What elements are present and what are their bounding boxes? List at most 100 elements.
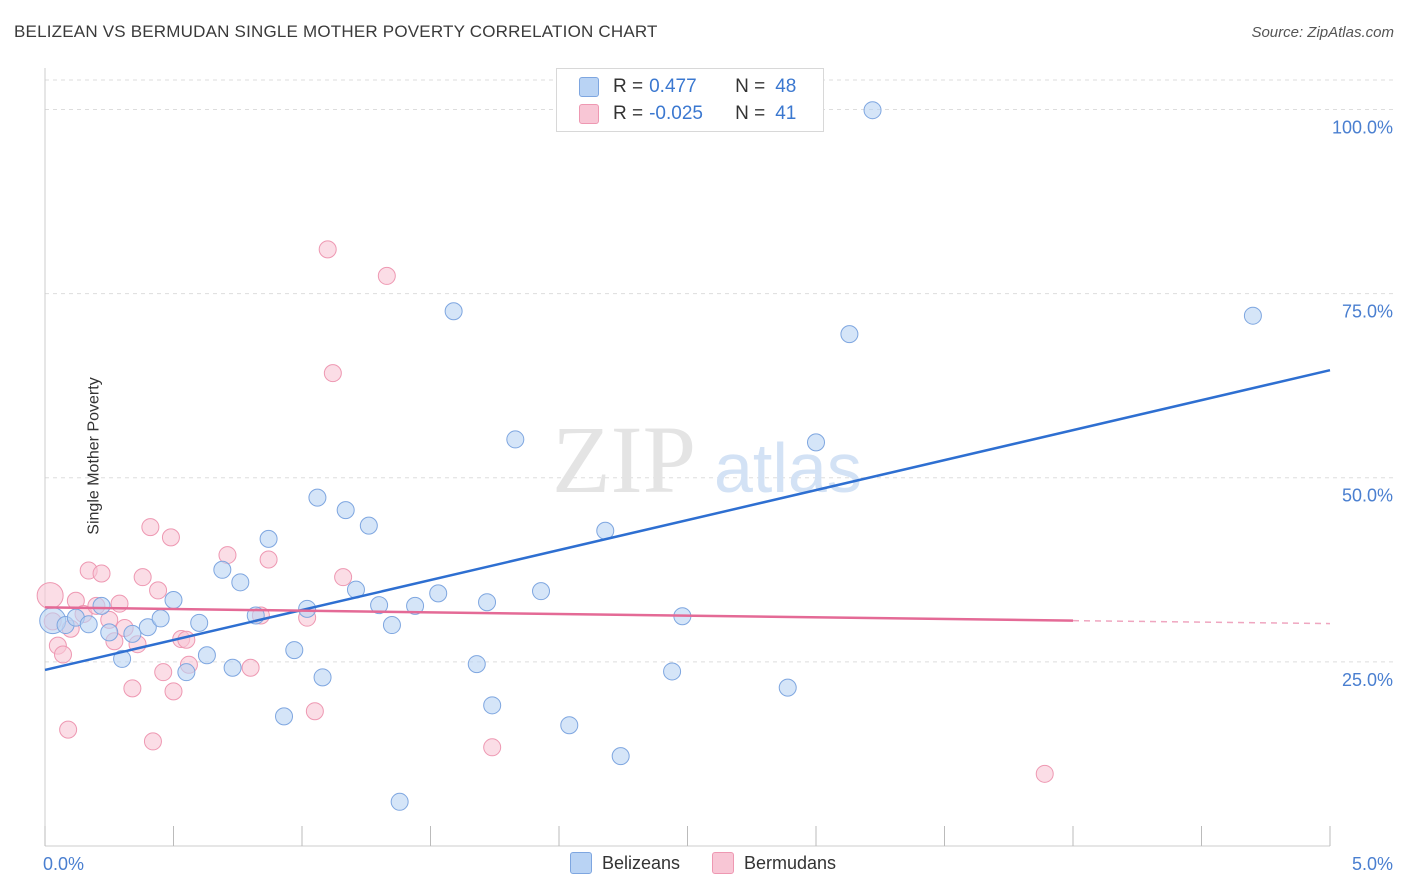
legend-item-belizeans: Belizeans — [569, 852, 680, 874]
belizean-point — [483, 696, 502, 715]
source-label: Source: ZipAtlas.com — [1251, 24, 1394, 41]
x-tick-label: 0.0% — [43, 854, 84, 874]
x-tick-label: 5.0% — [1352, 854, 1393, 874]
legend-row-bermudans: R = -0.025 N = 41 — [579, 101, 796, 127]
bermudan-point — [323, 364, 342, 383]
series-bermudans-points — [36, 240, 1054, 783]
bermudan-point — [259, 550, 278, 569]
correlation-legend: R = 0.477 N = 48 R = -0.025 N = 41 — [556, 68, 824, 132]
belizean-point — [100, 623, 119, 642]
grid-lines — [45, 79, 1393, 663]
legend-r-value: -0.025 — [649, 103, 703, 124]
bermudan-point — [161, 528, 180, 547]
bermudan-point — [92, 564, 111, 583]
belizean-point — [223, 658, 242, 677]
belizean-point — [611, 747, 630, 766]
belizean-point — [444, 302, 463, 321]
bermudan-point — [143, 732, 162, 751]
belizean-point — [164, 590, 183, 609]
belizean-point — [285, 641, 304, 660]
belizean-point — [478, 593, 497, 612]
belizean-point — [313, 668, 332, 687]
belizean-point — [778, 678, 797, 697]
belizean-point — [336, 501, 355, 520]
belizean-point — [506, 430, 525, 449]
bermudan-point — [318, 240, 337, 259]
legend-label-bermudans: Bermudans — [743, 852, 837, 873]
axes — [44, 68, 1331, 847]
bermudan-point — [177, 630, 196, 649]
belizean-point — [190, 613, 209, 632]
bermudan-point — [59, 720, 78, 739]
legend-swatch-belizeans — [569, 852, 592, 874]
chart-title: BELIZEAN VS BERMUDAN SINGLE MOTHER POVER… — [14, 22, 658, 41]
legend-swatch-bermudans — [579, 104, 599, 124]
bermudan-point — [1035, 764, 1054, 783]
y-axis-label: Single Mother Poverty — [85, 377, 103, 535]
belizean-point — [560, 716, 579, 735]
belizean-point — [113, 649, 132, 668]
belizean-point — [1243, 306, 1262, 325]
belizean-point — [863, 101, 882, 120]
legend-n-label: N = — [735, 103, 766, 124]
belizean-point — [213, 560, 232, 579]
watermark-zip: ZIP — [552, 406, 696, 513]
legend-n-value: 48 — [775, 76, 797, 97]
legend-row-belizeans: R = 0.477 N = 48 — [579, 74, 796, 100]
bermudan-point — [305, 702, 324, 721]
bermudan-point — [53, 645, 72, 664]
belizean-point — [382, 616, 401, 635]
belizean-point — [663, 662, 682, 681]
belizean-point — [92, 596, 111, 615]
y-tick-label: 75.0% — [1342, 302, 1393, 322]
bermudan-point — [377, 266, 396, 285]
bermudan-point — [133, 568, 152, 587]
bermudan-point — [483, 738, 502, 757]
legend-item-bermudans: Bermudans — [711, 852, 837, 874]
y-tick-label: 100.0% — [1332, 117, 1393, 137]
belizean-point — [840, 325, 859, 344]
belizean-point — [275, 707, 294, 726]
bermudan-point — [334, 568, 353, 587]
legend-r-label: R = — [613, 103, 644, 124]
belizean-point — [370, 596, 389, 615]
watermark: ZIP atlas — [552, 406, 862, 513]
legend-n-label: N = — [735, 76, 766, 97]
bermudan-trend-line — [44, 606, 1074, 622]
belizean-point — [177, 663, 196, 682]
belizean-point — [123, 624, 142, 643]
tick-labels: 25.0% 50.0% 75.0% 100.0% 0.0% 5.0% — [43, 117, 1393, 874]
belizean-point — [807, 433, 825, 452]
belizean-point — [406, 596, 425, 615]
bermudan-point — [149, 581, 168, 600]
watermark-atlas: atlas — [714, 429, 862, 507]
bermudan-point — [241, 658, 260, 677]
y-tick-label: 25.0% — [1342, 670, 1393, 690]
belizean-point — [359, 516, 378, 535]
belizean-point — [308, 488, 327, 507]
bermudan-trend-extension — [1072, 619, 1331, 625]
belizean-point — [197, 646, 216, 665]
legend-swatch-belizeans — [579, 77, 599, 97]
bermudan-point — [123, 679, 142, 698]
legend-r-value: 0.477 — [649, 76, 697, 97]
trend-lines — [44, 368, 1331, 672]
legend-swatch-bermudans — [711, 852, 734, 874]
series-belizeans-points — [39, 101, 1262, 811]
belizean-point — [231, 573, 250, 592]
y-tick-label: 50.0% — [1342, 486, 1393, 506]
belizean-trend-line — [44, 368, 1331, 672]
belizean-point — [151, 609, 170, 628]
bermudan-point — [154, 663, 173, 682]
legend-r-label: R = — [613, 76, 644, 97]
bermudan-point — [36, 582, 64, 610]
belizean-point — [79, 615, 98, 634]
legend-label-belizeans: Belizeans — [601, 852, 680, 873]
belizean-point — [390, 792, 409, 811]
bermudan-point — [141, 518, 160, 537]
belizean-point — [138, 618, 157, 637]
belizean-point — [532, 582, 551, 601]
belizean-point — [429, 584, 448, 603]
legend-n-value: 41 — [775, 103, 797, 124]
